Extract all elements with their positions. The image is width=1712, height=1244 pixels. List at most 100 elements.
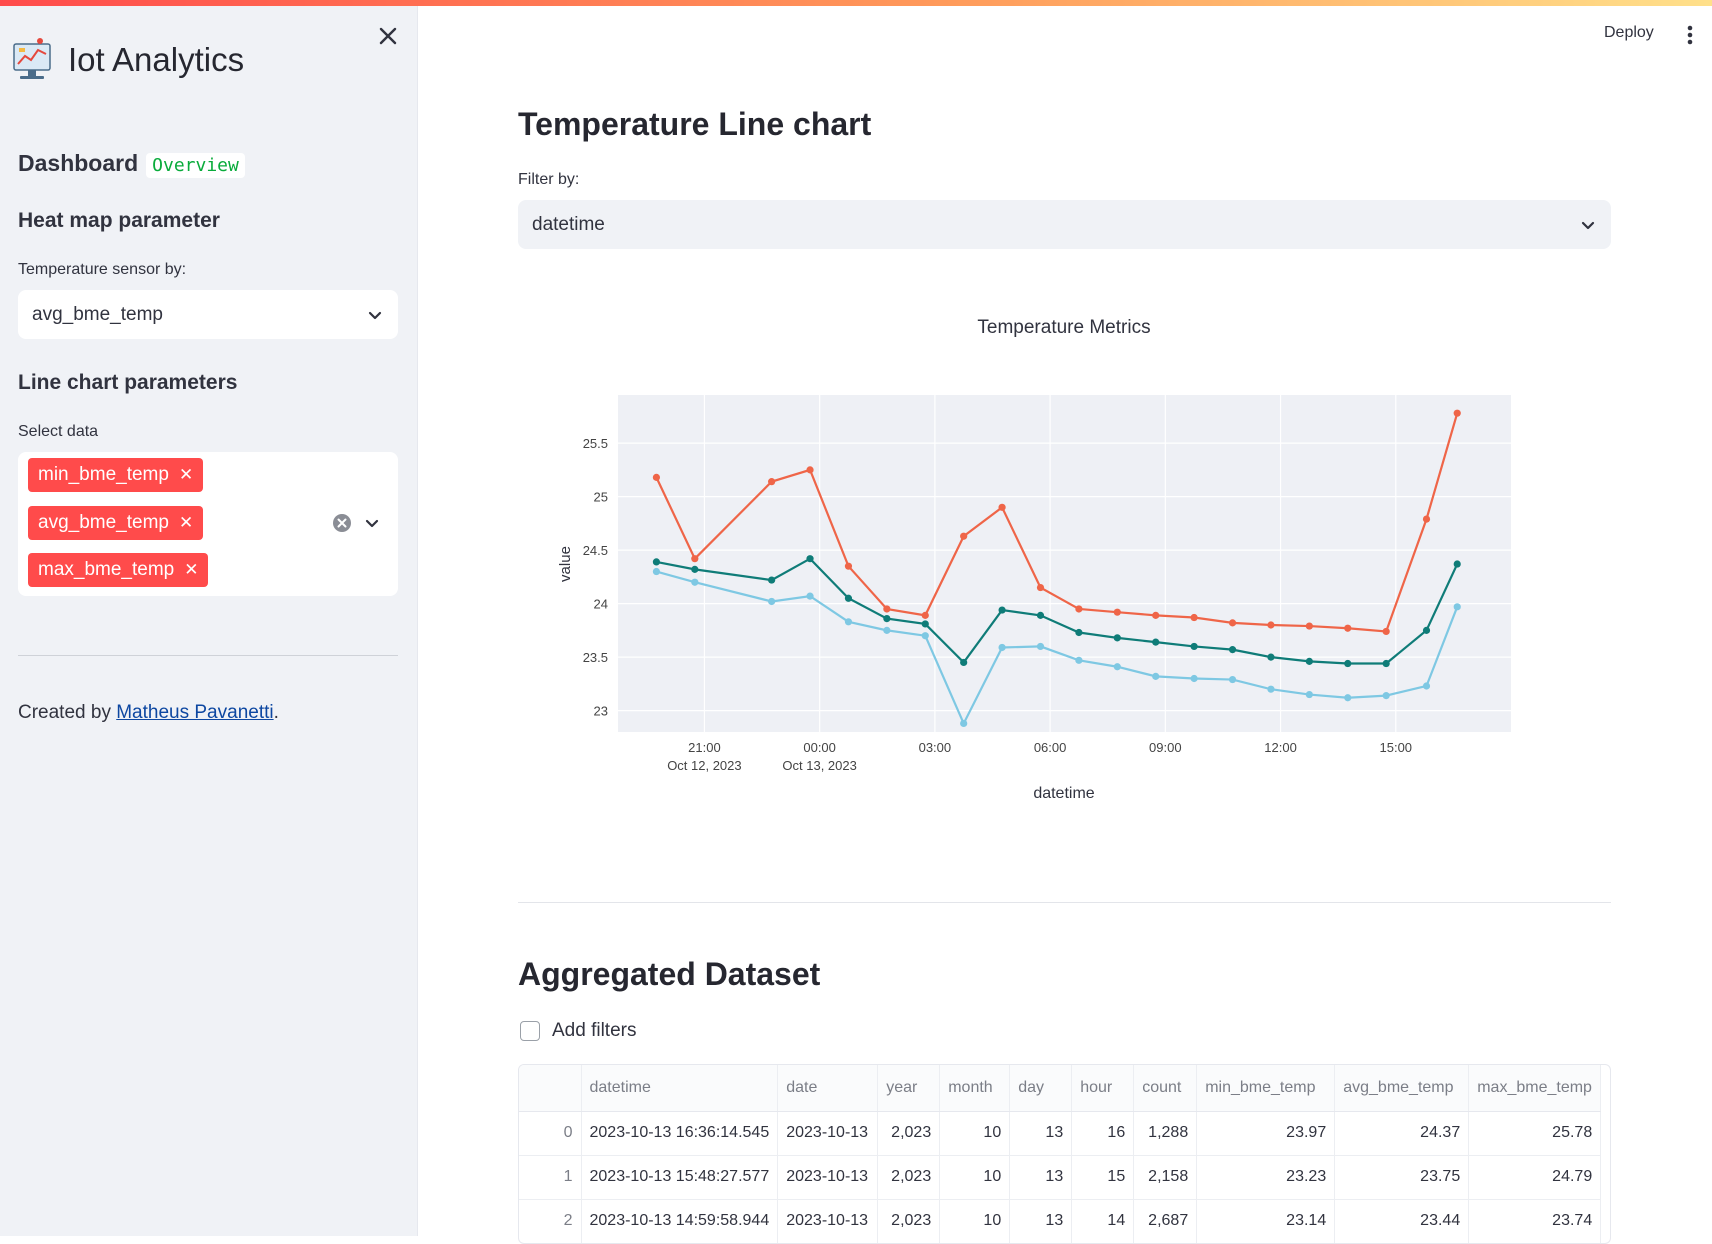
- table-cell[interactable]: 15: [1071, 1155, 1135, 1200]
- checkbox-box[interactable]: [520, 1021, 540, 1041]
- data-point[interactable]: [960, 658, 968, 667]
- table-cell[interactable]: 23.97: [1196, 1111, 1336, 1156]
- data-point[interactable]: [1152, 638, 1160, 646]
- data-point[interactable]: [1305, 690, 1313, 699]
- data-point[interactable]: [1382, 627, 1390, 636]
- author-link[interactable]: Matheus Pavanetti: [116, 702, 274, 723]
- data-point[interactable]: [1382, 692, 1390, 700]
- data-point[interactable]: [652, 567, 661, 576]
- data-point[interactable]: [883, 605, 891, 613]
- table-cell[interactable]: 2023-10-13: [777, 1199, 879, 1243]
- data-point[interactable]: [1075, 628, 1083, 637]
- table-cell[interactable]: 10: [939, 1155, 1011, 1200]
- data-point[interactable]: [1344, 659, 1352, 668]
- column-header[interactable]: day: [1009, 1065, 1073, 1112]
- data-point[interactable]: [652, 473, 661, 481]
- sensor-select[interactable]: avg_bme_temp: [18, 290, 398, 339]
- data-point[interactable]: [1422, 626, 1431, 634]
- data-point[interactable]: [883, 614, 891, 623]
- data-point[interactable]: [998, 643, 1006, 652]
- remove-tag-icon[interactable]: ✕: [184, 560, 199, 579]
- data-point[interactable]: [652, 558, 661, 566]
- data-point[interactable]: [768, 478, 776, 486]
- add-filters-checkbox[interactable]: Add filters: [520, 1020, 636, 1042]
- data-point[interactable]: [1075, 605, 1083, 613]
- data-point[interactable]: [1422, 682, 1431, 690]
- table-cell[interactable]: 13: [1009, 1199, 1073, 1243]
- row-index[interactable]: 2: [519, 1199, 582, 1243]
- table-row[interactable]: 0 2023-10-13 16:36:14.545 2023-10-13 2,023 1…: [519, 1111, 1602, 1156]
- data-point[interactable]: [921, 620, 929, 628]
- data-point[interactable]: [1344, 624, 1352, 632]
- select-data-multiselect[interactable]: min_bme_temp ✕ avg_bme_temp ✕ max_bme_temp…: [18, 452, 398, 596]
- column-header[interactable]: date: [777, 1065, 879, 1112]
- filter-select[interactable]: datetime: [518, 200, 1611, 249]
- data-point[interactable]: [1228, 675, 1237, 684]
- table-cell[interactable]: 10: [939, 1111, 1011, 1156]
- table-cell[interactable]: 14: [1071, 1199, 1135, 1243]
- data-point[interactable]: [1113, 608, 1121, 616]
- table-cell[interactable]: 2023-10-13: [777, 1111, 879, 1156]
- data-point[interactable]: [1113, 634, 1121, 642]
- remove-tag-icon[interactable]: ✕: [178, 513, 194, 532]
- data-point[interactable]: [844, 562, 853, 570]
- data-point[interactable]: [1036, 583, 1045, 592]
- table-cell[interactable]: 2,023: [877, 1155, 941, 1200]
- tag-avg-bme-temp[interactable]: avg_bme_temp ✕: [28, 506, 204, 540]
- clear-all-icon[interactable]: [332, 513, 352, 533]
- data-point[interactable]: [1152, 672, 1160, 680]
- data-point[interactable]: [1382, 659, 1390, 668]
- data-point[interactable]: [1036, 642, 1045, 651]
- dataset-table[interactable]: datetime date year month day hour count min_bme…: [518, 1064, 1611, 1244]
- data-point[interactable]: [691, 565, 699, 573]
- data-point[interactable]: [844, 618, 853, 626]
- column-header[interactable]: avg_bme_temp: [1334, 1065, 1470, 1112]
- data-point[interactable]: [1267, 621, 1275, 629]
- data-point[interactable]: [1152, 611, 1160, 619]
- table-cell[interactable]: 24.37: [1334, 1111, 1470, 1156]
- chevron-down-icon[interactable]: [363, 514, 381, 532]
- data-point[interactable]: [1267, 653, 1275, 661]
- tag-max-bme-temp[interactable]: max_bme_temp ✕: [28, 553, 209, 587]
- tag-min-bme-temp[interactable]: min_bme_temp ✕: [28, 458, 204, 492]
- table-cell[interactable]: 2,687: [1133, 1199, 1198, 1243]
- row-index[interactable]: 1: [519, 1155, 582, 1200]
- remove-tag-icon[interactable]: ✕: [178, 465, 194, 484]
- column-header[interactable]: min_bme_temp: [1196, 1065, 1336, 1112]
- data-point[interactable]: [691, 555, 699, 563]
- data-point[interactable]: [1344, 694, 1352, 702]
- data-point[interactable]: [1075, 656, 1083, 664]
- column-header[interactable]: month: [939, 1065, 1011, 1112]
- table-cell[interactable]: 23.23: [1196, 1155, 1336, 1200]
- data-point[interactable]: [806, 555, 814, 563]
- column-header[interactable]: datetime: [581, 1065, 779, 1112]
- data-point[interactable]: [1305, 622, 1313, 630]
- data-point[interactable]: [1190, 613, 1198, 622]
- table-cell[interactable]: 23.14: [1196, 1199, 1336, 1243]
- table-cell[interactable]: 23.44: [1334, 1199, 1470, 1243]
- data-point[interactable]: [806, 466, 814, 474]
- table-cell[interactable]: 2023-10-13 14:59:58.944: [581, 1199, 779, 1243]
- deploy-button[interactable]: Deploy: [1604, 24, 1654, 41]
- column-header[interactable]: [519, 1065, 582, 1112]
- table-cell[interactable]: 10: [939, 1199, 1011, 1243]
- data-point[interactable]: [1190, 674, 1198, 683]
- table-cell[interactable]: 23.74: [1468, 1199, 1602, 1243]
- table-cell[interactable]: 1,288: [1133, 1111, 1198, 1156]
- data-point[interactable]: [1228, 646, 1237, 654]
- data-point[interactable]: [921, 632, 929, 640]
- data-point[interactable]: [1453, 603, 1461, 611]
- data-point[interactable]: [1453, 409, 1461, 417]
- data-point[interactable]: [1228, 619, 1237, 627]
- table-cell[interactable]: 2,023: [877, 1111, 941, 1156]
- column-header[interactable]: count: [1133, 1065, 1198, 1112]
- table-cell[interactable]: 2023-10-13 16:36:14.545: [581, 1111, 779, 1156]
- table-cell[interactable]: 2023-10-13 15:48:27.577: [581, 1155, 779, 1200]
- row-index[interactable]: 0: [519, 1111, 582, 1156]
- data-point[interactable]: [1036, 611, 1045, 619]
- kebab-menu-icon[interactable]: [1682, 24, 1698, 46]
- data-point[interactable]: [883, 626, 891, 634]
- column-header[interactable]: year: [877, 1065, 941, 1112]
- data-point[interactable]: [844, 594, 853, 602]
- table-cell[interactable]: 16: [1071, 1111, 1135, 1156]
